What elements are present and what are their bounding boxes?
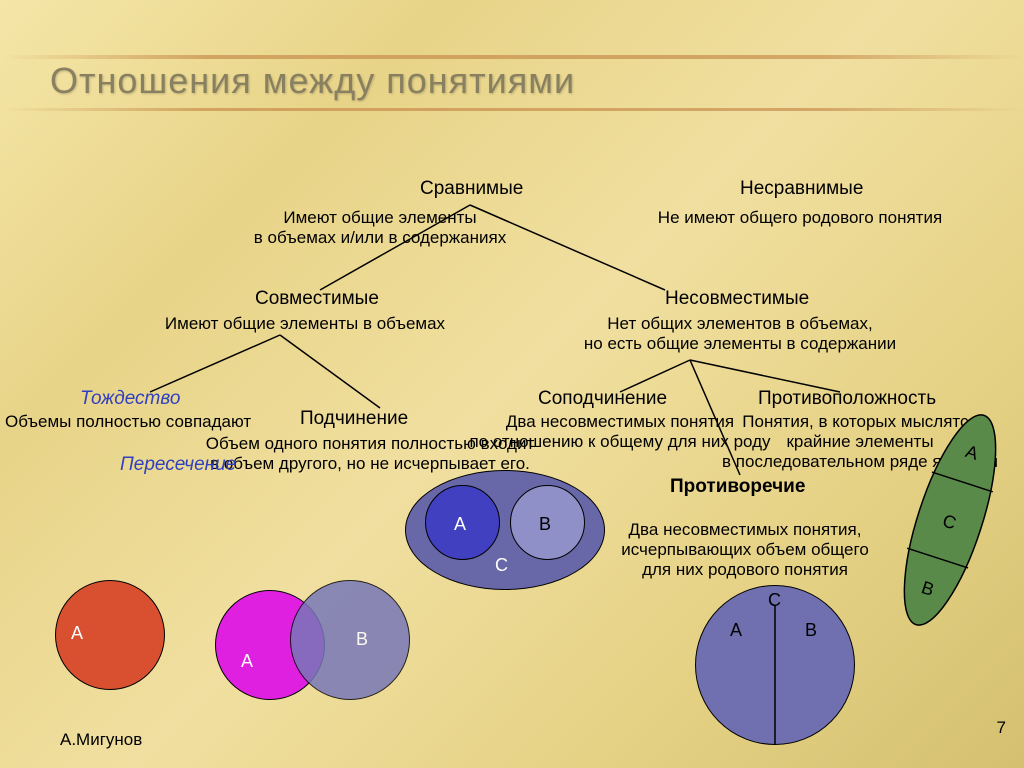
- desc-compatible: Имеют общие элементы в объемах: [105, 314, 505, 334]
- label-coord-a: A: [454, 514, 466, 535]
- page-title: Отношения между понятиями: [50, 60, 575, 102]
- label-contra-a: A: [730, 620, 742, 641]
- label-contra-c: C: [768, 590, 781, 611]
- node-incompatible: Несовместимые: [665, 288, 809, 310]
- author: А.Мигунов: [60, 730, 142, 750]
- venn-coord-a: A: [425, 485, 500, 560]
- venn-intersection-b: B: [290, 580, 410, 700]
- venn-identity-a: A: [55, 580, 165, 690]
- desc-comparable: Имеют общие элементыв объемах и/или в со…: [205, 208, 555, 248]
- label-coord-b: B: [539, 514, 551, 535]
- label-identity-a: A: [71, 623, 83, 644]
- venn-opposition: A C B: [895, 400, 1024, 640]
- node-coordination: Соподчинение: [538, 388, 667, 410]
- node-intersection: Пересечение: [120, 454, 236, 476]
- label-contra-b: B: [805, 620, 817, 641]
- node-subordination: Подчинение: [300, 408, 408, 430]
- node-contradiction: Противоречие: [670, 476, 805, 498]
- desc-incompatible: Нет общих элементов в объемах,но есть об…: [530, 314, 950, 354]
- label-intersection-a: A: [241, 651, 253, 672]
- label-coord-c: C: [495, 555, 508, 576]
- node-compatible: Совместимые: [255, 288, 379, 310]
- title-rule-bottom: [0, 108, 1024, 111]
- desc-incomparable: Не имеют общего родового понятия: [600, 208, 1000, 228]
- page-number: 7: [997, 718, 1006, 738]
- title-rule-top: [0, 55, 1024, 59]
- node-comparable: Сравнимые: [420, 178, 523, 200]
- desc-identity: Объемы полностью совпадают: [5, 412, 305, 432]
- node-identity: Тождество: [80, 388, 180, 410]
- node-incomparable: Несравнимые: [740, 178, 863, 200]
- desc-contradiction: Два несовместимых понятия,исчерпывающих …: [570, 520, 920, 580]
- label-intersection-b: B: [356, 629, 368, 650]
- venn-coord-b: B: [510, 485, 585, 560]
